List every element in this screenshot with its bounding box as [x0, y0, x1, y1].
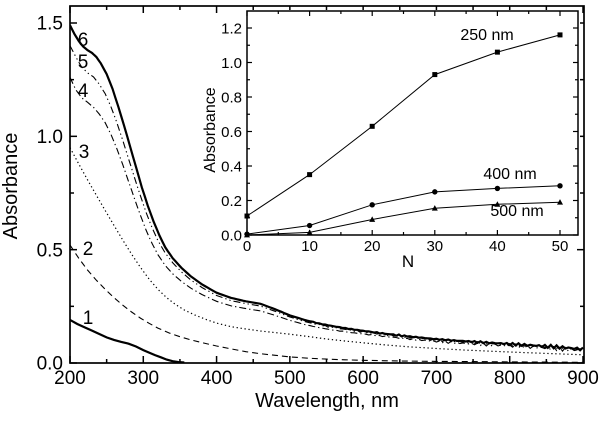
main-x-tick-label: 500	[274, 368, 306, 389]
spectrum-curve-4	[70, 77, 584, 353]
curve-label-1: 1	[82, 308, 94, 329]
triangle-marker	[431, 205, 438, 211]
inset-y-tick-label: 1.0	[221, 55, 242, 72]
circle-marker	[494, 185, 501, 192]
inset-frame	[246, 10, 579, 236]
main-x-tick-label: 800	[494, 368, 526, 389]
main-y-tick-label: 0.5	[37, 240, 63, 261]
main-y-tick-label: 0.0	[37, 354, 63, 375]
main-x-tick-label: 200	[54, 368, 86, 389]
inset-series-label-400nm: 400 nm	[483, 166, 537, 183]
circle-marker	[369, 202, 375, 208]
square-marker	[557, 32, 563, 38]
main-x-tick-label: 700	[421, 368, 453, 389]
inset-x-tick-label: 40	[489, 238, 506, 255]
square-marker	[369, 123, 375, 129]
inset-series-label-250nm: 250 nm	[460, 27, 514, 44]
curve-label-5: 5	[77, 52, 89, 73]
main-y-axis-title: Absorbance	[0, 132, 22, 240]
inset-line-250 nm	[246, 34, 561, 217]
inset-background	[246, 10, 580, 236]
inset-line-400 nm	[246, 185, 561, 235]
inset-y-tick-label: 0.6	[221, 124, 242, 141]
square-marker	[307, 172, 313, 178]
inset-y-tick-label: 0.4	[221, 158, 242, 175]
inset-y-axis-title: Absorbance	[202, 87, 219, 173]
inset-series-label-500nm: 500 nm	[490, 203, 544, 220]
curve-label-3: 3	[78, 142, 90, 163]
curve-label-6: 6	[77, 30, 89, 51]
circle-marker	[557, 183, 563, 189]
inset-line-500 nm	[246, 201, 561, 236]
inset-curves	[244, 32, 563, 238]
main-x-tick-label: 300	[127, 368, 159, 389]
inset-y-tick-label: 0.2	[221, 193, 242, 210]
triangle-marker	[369, 216, 376, 222]
main-x-axis-title: Wavelength, nm	[255, 390, 399, 412]
inset-y-tick-label: 1.2	[221, 20, 242, 37]
main-y-tick-label: 1.5	[37, 14, 63, 35]
main-curves	[70, 24, 584, 363]
inset-x-axis-title: N	[401, 252, 415, 271]
spectrum-curve-6	[70, 24, 584, 352]
inset-x-tick-label: 20	[364, 238, 381, 255]
spectrum-curve-2	[70, 244, 584, 363]
inset-y-tick-label: 0.8	[221, 89, 242, 106]
main-x-tick-label: 400	[201, 368, 233, 389]
inset-x-tick-label: 0	[243, 238, 251, 255]
circle-marker	[432, 189, 438, 195]
triangle-marker	[557, 199, 563, 205]
triangle-marker	[494, 201, 501, 207]
curve-label-4: 4	[77, 81, 89, 102]
inset-x-tick-label: 10	[301, 238, 318, 255]
main-y-tick-label: 1.0	[37, 127, 63, 148]
inset-y-tick-label: 0.0	[221, 227, 242, 244]
square-marker	[432, 72, 438, 78]
curve-label-2: 2	[82, 239, 94, 260]
main-x-tick-label: 600	[347, 368, 379, 389]
main-x-tick-label: 900	[567, 368, 599, 389]
inset-x-tick-label: 30	[426, 238, 443, 255]
square-marker	[494, 49, 500, 55]
spectrum-curve-1	[70, 318, 185, 363]
circle-marker	[306, 222, 313, 229]
inset-x-tick-label: 50	[552, 238, 569, 255]
